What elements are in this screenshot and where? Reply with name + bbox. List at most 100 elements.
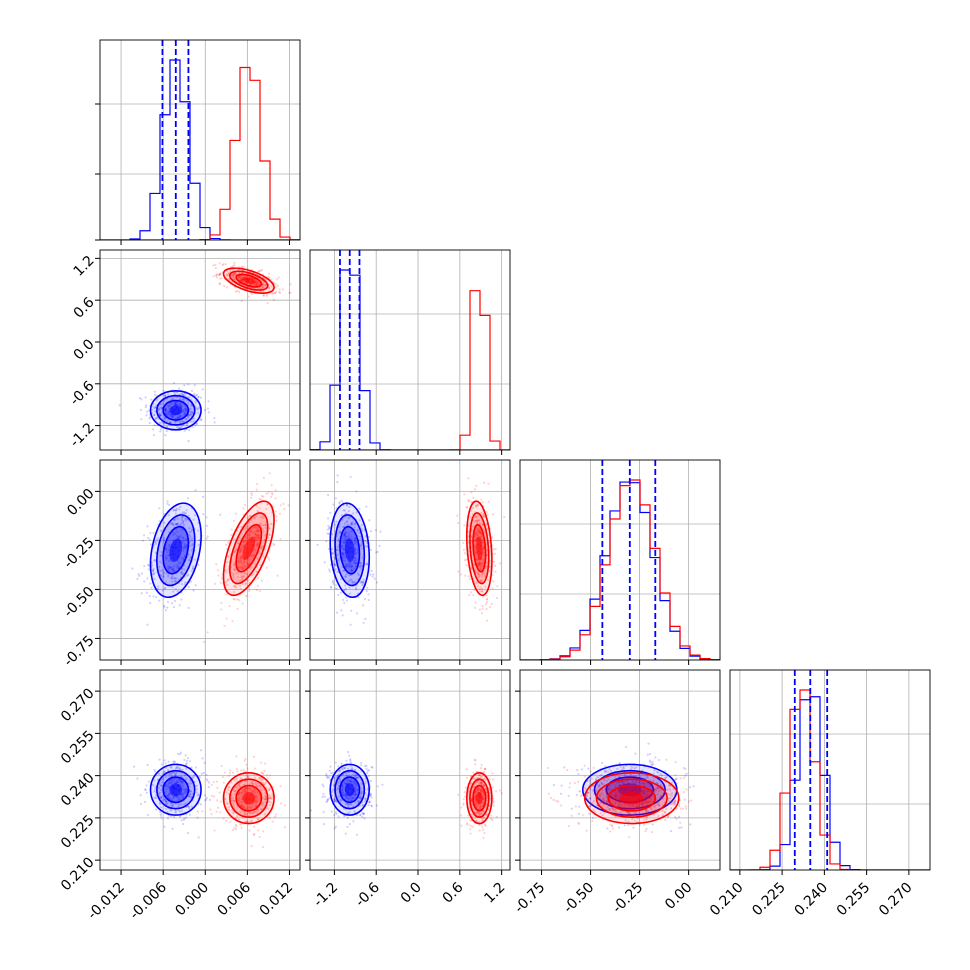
scatter-point — [147, 780, 151, 783]
scatter-point — [242, 805, 245, 808]
scatter-point — [239, 777, 243, 780]
scatter-point — [191, 425, 194, 428]
scatter-point — [170, 602, 174, 605]
scatter-point — [355, 588, 358, 591]
scatter-point — [252, 573, 255, 576]
scatter-point — [330, 772, 333, 775]
scatter-point — [146, 623, 149, 626]
scatter-point — [333, 797, 336, 800]
scatter-point — [353, 539, 356, 542]
scatter-point — [241, 806, 244, 809]
scatter-point — [268, 796, 271, 800]
scatter-point — [246, 767, 249, 770]
scatter-point — [359, 814, 362, 817]
scatter-point — [240, 279, 244, 282]
scatter-point — [367, 804, 370, 807]
scatter-point — [231, 620, 234, 623]
scatter-point — [310, 809, 313, 812]
scatter-point — [654, 756, 657, 759]
scatter-point — [316, 543, 319, 546]
scatter-point — [339, 797, 342, 801]
scatter-point — [163, 798, 167, 801]
density-fill — [344, 538, 355, 562]
scatter-point — [356, 799, 359, 802]
panel-content — [520, 460, 720, 660]
scatter-point — [215, 273, 218, 276]
scatter-point — [643, 790, 646, 794]
scatter-point — [212, 275, 215, 278]
scatter-point — [183, 568, 186, 571]
scatter-point — [227, 541, 230, 544]
scatter-point — [264, 795, 267, 798]
scatter-point — [190, 410, 193, 413]
scatter-point — [261, 283, 265, 286]
scatter-point — [204, 799, 207, 802]
scatter-point — [201, 757, 204, 760]
density-contour — [465, 500, 493, 597]
scatter-point — [255, 537, 258, 540]
scatter-point — [187, 586, 190, 589]
scatter-point — [148, 594, 151, 598]
scatter-point — [475, 530, 479, 533]
scatter-point — [142, 534, 146, 537]
scatter-point — [153, 779, 156, 782]
scatter-point — [176, 590, 179, 593]
scatter-point — [359, 787, 362, 790]
scatter-point — [340, 499, 343, 502]
scatter-point — [238, 584, 242, 587]
scatter-point — [183, 545, 186, 548]
scatter-point — [179, 522, 183, 526]
scatter-point — [359, 565, 362, 568]
scatter-point — [183, 790, 186, 793]
scatter-point — [482, 817, 485, 820]
scatter-point — [164, 409, 167, 412]
scatter-point — [175, 780, 178, 784]
scatter-point — [181, 393, 184, 396]
scatter-point — [342, 547, 346, 550]
scatter-point — [344, 794, 347, 798]
scatter-point — [236, 289, 239, 293]
scatter-point — [183, 408, 187, 411]
scatter-point — [617, 805, 620, 808]
scatter-point — [182, 539, 185, 542]
scatter-point — [472, 577, 475, 580]
scatter-point — [642, 790, 646, 793]
scatter-point — [333, 777, 336, 780]
scatter-point — [243, 564, 246, 568]
scatter-point — [352, 780, 355, 783]
scatter-point — [197, 407, 200, 410]
scatter-point — [367, 598, 370, 602]
scatter-point — [350, 569, 353, 572]
scatter-point — [253, 800, 257, 803]
scatter-point — [183, 397, 186, 401]
scatter-point — [241, 602, 244, 605]
scatter-point — [187, 794, 190, 798]
scatter-point — [612, 807, 615, 811]
scatter-point — [189, 413, 193, 417]
scatter-point — [266, 777, 269, 780]
scatter-point — [158, 519, 161, 523]
scatter-point — [163, 536, 166, 540]
scatter-point — [146, 410, 149, 413]
scatter-point — [234, 823, 237, 827]
scatter-point — [340, 544, 343, 548]
scatter-point — [474, 795, 477, 798]
scatter-point — [188, 807, 191, 810]
scatter-point — [326, 800, 329, 803]
scatter-point — [648, 797, 652, 800]
scatter-point — [243, 820, 247, 823]
scatter-point — [344, 584, 347, 587]
scatter-point — [154, 797, 158, 800]
scatter-point — [353, 810, 356, 813]
scatter-point — [478, 814, 481, 817]
scatter-point — [354, 586, 357, 590]
scatter-point — [482, 791, 485, 794]
scatter-point — [261, 781, 265, 784]
scatter-point — [345, 772, 348, 775]
scatter-point — [492, 797, 495, 800]
scatter-point — [237, 783, 241, 786]
density-contour — [329, 763, 371, 816]
scatter-point — [257, 542, 260, 546]
scatter-point — [244, 525, 248, 528]
scatter-point — [326, 776, 329, 779]
